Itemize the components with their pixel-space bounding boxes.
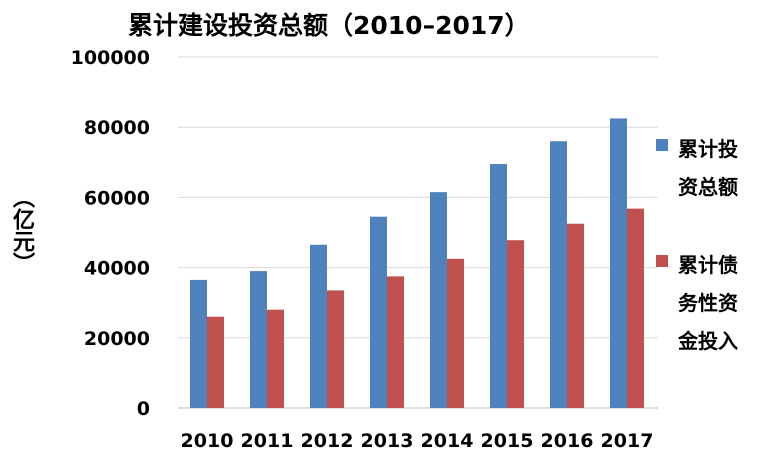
bar-investment-2017 [610,118,627,409]
bar-debt-2011 [267,309,284,408]
bar-investment-2013 [370,216,387,408]
bar-debt-2016 [567,223,584,408]
x-tick-label: 2017 [601,430,654,452]
y-tick-label: 100000 [71,47,150,69]
y-tick-label: 80000 [84,117,150,139]
bar-debt-2010 [207,316,224,408]
bar-investment-2011 [250,271,267,408]
x-tick-label: 2012 [301,430,354,452]
legend-swatch-debt [656,255,668,267]
legend-swatch-investment [656,139,668,151]
y-tick-label: 40000 [84,258,150,280]
legend: 累计投资总额 累计债务性资金投入 [656,130,756,400]
bar-investment-2012 [310,244,327,408]
y-tick-label: 20000 [84,328,150,350]
bars [190,118,644,409]
y-ticks: 0 20000 40000 60000 80000 100000 [71,47,150,420]
x-tick-label: 2010 [181,430,234,452]
bar-debt-2017 [627,208,644,408]
legend-item-investment: 累计投资总额 [656,130,756,206]
bar-debt-2015 [507,240,524,408]
x-tick-label: 2013 [361,430,414,452]
bar-investment-2015 [490,164,507,408]
bar-debt-2012 [327,290,344,408]
x-tick-label: 2015 [481,430,534,452]
y-axis-label: （亿元） [9,186,34,274]
bar-debt-2013 [387,276,404,408]
x-ticks: 2010 2011 2012 2013 2014 2015 2016 2017 [181,430,654,452]
legend-label-investment: 累计投资总额 [678,137,738,199]
y-tick-label: 60000 [84,187,150,209]
x-tick-label: 2011 [241,430,294,452]
y-tick-label: 0 [137,398,150,420]
legend-label-debt: 累计债务性资金投入 [678,253,738,353]
bar-investment-2014 [430,192,447,408]
x-tick-label: 2016 [541,430,594,452]
bar-debt-2014 [447,258,464,408]
legend-item-debt: 累计债务性资金投入 [656,246,756,360]
chart-title: 累计建设投资总额（2010–2017） [128,11,530,40]
bar-investment-2016 [550,141,567,409]
bar-investment-2010 [190,279,207,408]
x-tick-label: 2014 [421,430,474,452]
